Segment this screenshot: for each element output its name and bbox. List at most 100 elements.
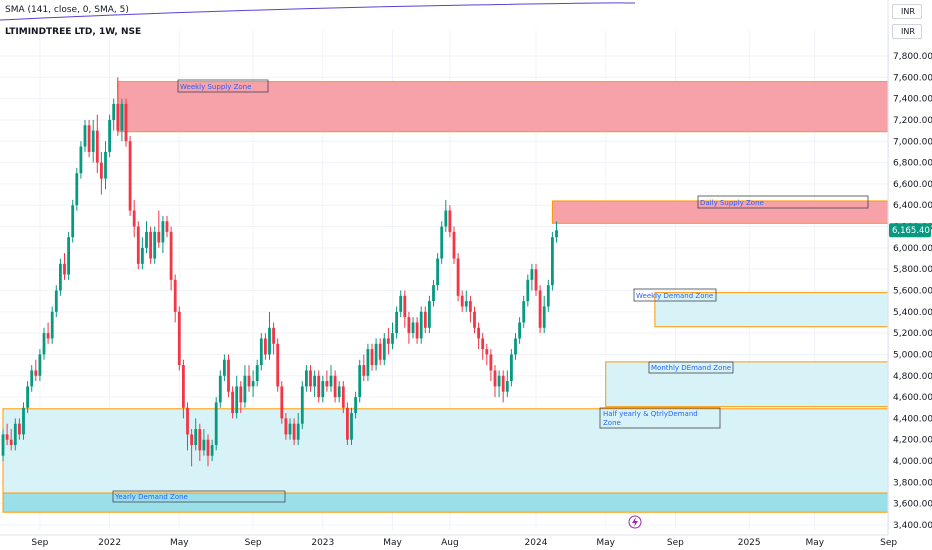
zone-label-box	[599, 407, 721, 429]
candle-body	[505, 381, 509, 392]
y-tick-label: 7,200.00	[893, 116, 932, 126]
candle-body	[198, 429, 202, 451]
candle-body	[280, 386, 284, 419]
candle-body	[292, 423, 296, 440]
candle-body	[423, 311, 427, 328]
candle-body	[120, 103, 124, 131]
candle-body	[255, 365, 259, 382]
y-tick-label: 5,800.00	[893, 265, 932, 275]
candle-body	[473, 311, 476, 328]
candle-body	[100, 162, 103, 179]
candle-body	[264, 338, 267, 355]
candle-body	[518, 322, 521, 339]
candle-body	[346, 407, 349, 440]
candle-body	[30, 370, 34, 387]
candle-body	[173, 279, 177, 312]
zone-label-text: Weekly Demand Zone	[636, 292, 713, 300]
candle-body	[407, 317, 411, 334]
candle-body	[124, 103, 128, 142]
x-tick-label: 2025	[738, 538, 761, 548]
candle-body	[358, 365, 362, 398]
lightning-icon[interactable]	[628, 515, 642, 529]
zone-label-text: Daily Supply Zone	[700, 199, 764, 207]
y-tick-label: 5,200.00	[893, 329, 932, 339]
candle-body	[251, 381, 255, 387]
x-tick-label: May	[596, 538, 615, 548]
candle-body	[214, 402, 218, 446]
candle-body	[354, 397, 357, 414]
x-tick-label: Sep	[667, 538, 684, 548]
candle-body	[153, 231, 157, 259]
candle-body	[403, 295, 407, 318]
zones-layer	[2, 81, 889, 513]
candle-body	[67, 237, 70, 275]
candle-body	[337, 386, 341, 398]
candle-body	[321, 381, 325, 398]
candle-body	[526, 279, 530, 302]
currency-badge-secondary[interactable]: INR	[892, 24, 922, 39]
candle-body	[194, 429, 198, 446]
zone-label-text: Half yearly & QtrlyDemand	[603, 410, 698, 418]
zone-label-text: Monthly DEmand Zone	[651, 364, 731, 372]
y-tick-label: 3,800.00	[893, 478, 932, 488]
candle-body	[259, 338, 263, 366]
currency-badge[interactable]: INR	[892, 4, 922, 19]
zone-label-text: Weekly Supply Zone	[180, 83, 251, 91]
sma-line	[0, 2, 636, 21]
candle-body	[243, 375, 247, 403]
candle-body	[551, 237, 554, 286]
candle-body	[448, 210, 452, 232]
candle-body	[177, 311, 181, 366]
zone-label-box	[177, 79, 269, 93]
candle-body	[157, 231, 161, 243]
candle-body	[329, 375, 333, 387]
candle-body	[34, 370, 38, 376]
candle-body	[555, 230, 558, 238]
candle-body	[116, 103, 120, 131]
candle-body	[350, 413, 353, 440]
candle-body	[210, 445, 214, 456]
candle-body	[202, 439, 206, 451]
candle-body	[452, 231, 456, 259]
candle-body	[399, 295, 403, 312]
candle-body	[382, 338, 386, 360]
candle-body	[530, 269, 534, 280]
candle-body	[370, 349, 374, 366]
candle-body	[366, 349, 370, 376]
candle-body	[522, 301, 526, 323]
candle-body	[190, 434, 193, 446]
y-tick-label: 6,800.00	[893, 159, 932, 169]
zone-label-box	[648, 361, 734, 374]
candle-body	[186, 407, 189, 435]
indicator-legend[interactable]: SMA (141, close, 0, SMA, 5)	[5, 5, 129, 15]
candle-body	[456, 258, 460, 296]
candle-body	[87, 125, 91, 152]
y-tick-label: 7,600.00	[893, 73, 932, 83]
candle-body	[22, 407, 25, 435]
candle-body	[489, 354, 493, 371]
y-tick-label: 7,400.00	[893, 95, 932, 105]
candle-body	[18, 423, 21, 435]
candle-body	[362, 365, 366, 376]
y-tick-label: 4,000.00	[893, 457, 932, 467]
candle-body	[218, 375, 222, 403]
candle-body	[235, 386, 239, 414]
candle-body	[149, 231, 152, 259]
x-tick-label: Sep	[245, 538, 262, 548]
candle-body	[227, 359, 230, 392]
y-tick-label: 5,400.00	[893, 308, 932, 318]
candle-body	[387, 338, 390, 344]
candle-body	[464, 301, 468, 307]
candle-body	[440, 226, 444, 259]
candle-body	[436, 258, 439, 286]
candle-body	[128, 141, 132, 211]
candle-body	[42, 333, 46, 355]
candle-body	[481, 338, 485, 350]
candle-body	[132, 210, 136, 227]
x-tick-label: 2022	[98, 538, 121, 548]
candle-body	[460, 295, 464, 307]
candle-body	[296, 423, 300, 440]
candle-body	[497, 375, 501, 387]
candle-body	[247, 375, 251, 387]
